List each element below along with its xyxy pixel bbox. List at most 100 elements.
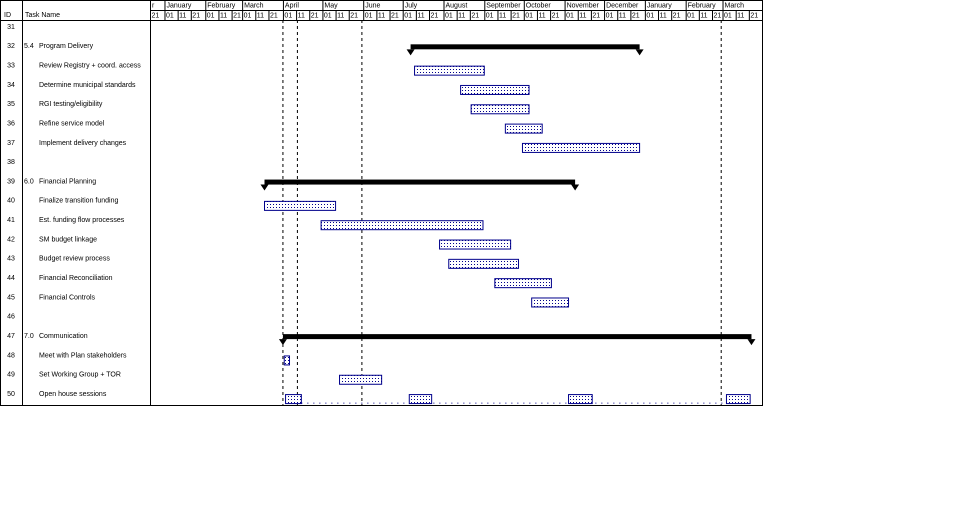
task-id: 44 — [7, 275, 15, 282]
task-name: Communication — [39, 333, 88, 340]
day-label: 21 — [270, 12, 278, 19]
task-id: 38 — [7, 159, 15, 166]
task-id: 35 — [7, 101, 15, 108]
month-label: February — [688, 2, 717, 9]
task-segment — [568, 394, 593, 405]
task-bar — [414, 65, 485, 76]
day-label: 11 — [337, 12, 344, 19]
task-name: Refine service model — [39, 120, 105, 127]
summary-cap — [260, 184, 269, 191]
task-name: Program Delivery — [39, 43, 94, 50]
month-label: September — [486, 2, 521, 9]
month-label: October — [526, 2, 552, 9]
month-label: r — [152, 2, 155, 9]
month-label: August — [445, 2, 467, 9]
task-bar — [521, 142, 641, 153]
task-bar — [460, 84, 530, 95]
month-label: February — [207, 2, 236, 9]
day-label: 21 — [311, 12, 319, 19]
task-id: 37 — [7, 140, 15, 147]
day-label: 21 — [512, 12, 520, 19]
day-label: 21 — [391, 12, 399, 19]
task-name: Financial Controls — [39, 294, 96, 301]
day-label: 21 — [192, 12, 200, 19]
task-bar — [494, 278, 552, 289]
task-id: 34 — [7, 82, 15, 89]
task-wbs: 5.4 — [24, 43, 34, 50]
task-bar — [264, 200, 337, 211]
task-id: 42 — [7, 236, 15, 243]
task-wbs: 6.0 — [24, 178, 34, 185]
day-label: 21 — [750, 12, 758, 19]
task-name: SM budget linkage — [39, 236, 97, 243]
task-bar — [470, 104, 530, 115]
month-label: January — [166, 2, 191, 9]
month-label: June — [365, 2, 380, 9]
task-name: Est. funding flow processes — [39, 217, 125, 224]
task-id: 39 — [7, 178, 15, 185]
day-label: 01 — [486, 12, 494, 19]
summary-bar — [410, 44, 640, 50]
day-label: 11 — [499, 12, 506, 19]
summary-cap — [635, 49, 644, 56]
day-label: 01 — [566, 12, 574, 19]
day-label: 11 — [298, 12, 305, 19]
task-id: 33 — [7, 62, 15, 69]
day-label: 11 — [179, 12, 186, 19]
task-id: 36 — [7, 120, 15, 127]
task-name: Review Registry + coord. access — [39, 62, 141, 69]
task-name: Meet with Plan stakeholders — [39, 352, 127, 359]
month-label: November — [567, 2, 600, 9]
summary-cap — [278, 339, 287, 346]
summary-bar — [282, 334, 752, 340]
column-header: ID — [4, 12, 11, 19]
day-label: 21 — [431, 12, 439, 19]
task-bar — [448, 258, 520, 269]
day-label: 01 — [166, 12, 174, 19]
task-id: 41 — [7, 217, 15, 224]
task-id: 47 — [7, 333, 15, 340]
day-label: 11 — [257, 12, 264, 19]
task-name: Determine municipal standards — [39, 82, 136, 89]
task-segment — [725, 394, 751, 405]
task-id: 32 — [7, 43, 15, 50]
task-name: RGI testing/eligibility — [39, 101, 103, 108]
task-name: Financial Planning — [39, 178, 96, 185]
day-label: 21 — [350, 12, 358, 19]
summary-cap — [747, 339, 756, 346]
task-bar — [320, 220, 484, 231]
month-label: April — [285, 2, 299, 9]
month-label: May — [324, 2, 338, 9]
day-label: 11 — [579, 12, 586, 19]
task-bar — [439, 239, 512, 250]
day-label: 11 — [220, 12, 227, 19]
month-label: December — [606, 2, 639, 9]
summary-bar — [264, 179, 576, 185]
task-name: Budget review process — [39, 256, 110, 263]
task-name: Finalize transition funding — [39, 198, 118, 205]
day-label: 01 — [244, 12, 252, 19]
summary-cap — [571, 184, 580, 191]
day-label: 21 — [592, 12, 600, 19]
day-label: 11 — [417, 12, 424, 19]
task-bar — [339, 374, 383, 385]
day-label: 11 — [660, 12, 667, 19]
task-id: 49 — [7, 372, 15, 379]
task-id: 40 — [7, 198, 15, 205]
day-label: 21 — [552, 12, 560, 19]
task-name: Open house sessions — [39, 391, 107, 398]
day-label: 11 — [378, 12, 385, 19]
column-header: Task Name — [25, 12, 60, 19]
day-label: 01 — [724, 12, 732, 19]
month-label: March — [244, 2, 264, 9]
summary-cap — [406, 49, 415, 56]
task-segment — [285, 394, 302, 405]
task-bar — [504, 123, 543, 134]
day-label: 01 — [525, 12, 533, 19]
day-label: 21 — [233, 12, 241, 19]
task-bar — [283, 355, 291, 366]
day-label: 21 — [632, 12, 640, 19]
task-name: Set Working Group + TOR — [39, 372, 121, 379]
task-id: 45 — [7, 294, 15, 301]
day-label: 11 — [619, 12, 626, 19]
